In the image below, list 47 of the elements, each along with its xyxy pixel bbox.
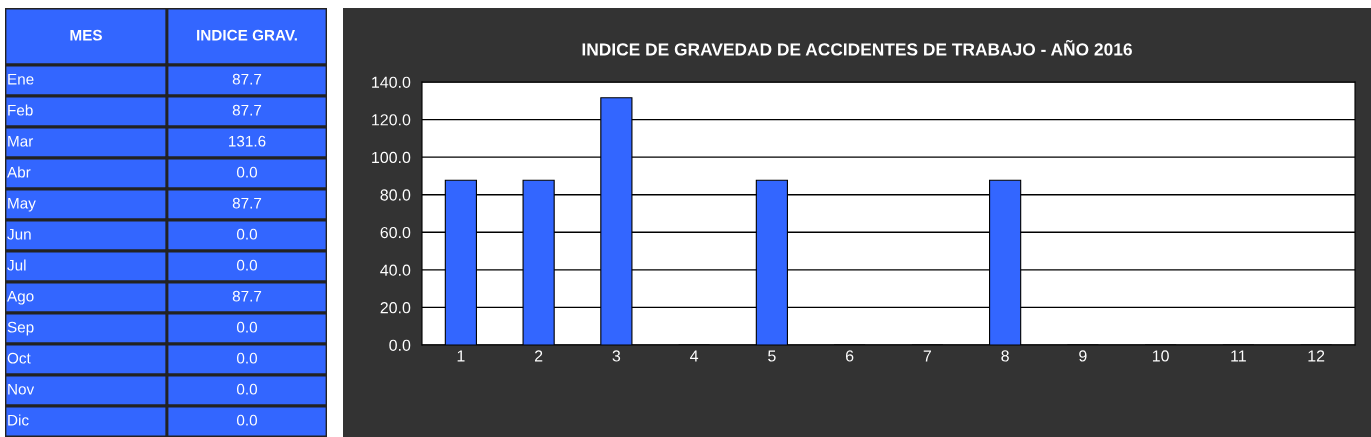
category-label: Jun [7,228,31,240]
x-tick-label: 8 [1001,350,1009,362]
data-label: 87.7 [232,197,262,209]
x-tick-label: 9 [1079,350,1087,362]
data-label: 0.0 [236,321,258,333]
y-tick-label: 100.0 [372,151,411,164]
x-tick-label: 10 [1152,350,1169,362]
chart-title: INDICE DE GRAVEDAD DE ACCIDENTES DE TRABAJO - AÑO 2016 [582,39,1132,56]
category-label: Oct [7,352,31,364]
category-label: Ago [7,290,34,305]
data-label: 0.0 [236,166,258,178]
data-label: 131.6 [229,135,266,147]
data-label: 0.0 [236,259,258,271]
data-label: 87.7 [232,73,262,85]
category-label: Abr [7,166,31,178]
data-label: 0.0 [236,414,258,426]
x-tick-label: 11 [1231,350,1246,362]
x-tick-label: 2 [534,350,543,362]
x-tick-label: 6 [846,350,854,362]
category-label: Sep [7,321,34,336]
text: INDICE GRAV. [197,29,297,41]
category-label: May [8,197,36,212]
y-tick-label: 0.0 [389,339,411,351]
x-tick-label: 7 [923,350,932,362]
y-tick-label: 120.0 [372,114,411,126]
y-tick-label: 20.0 [380,302,411,314]
x-tick-label: 5 [768,350,776,362]
data-label: 87.7 [232,290,262,302]
category-label: Nov [8,383,35,395]
data-label: 0.0 [236,228,258,240]
x-tick-label: 12 [1308,350,1325,362]
data-label: 0.0 [236,383,258,395]
category-label: Ene [8,73,34,85]
data-label: 0.0 [236,352,258,364]
x-tick-label: 4 [690,350,699,362]
y-tick-label: 140.0 [372,76,411,88]
y-tick-label: 60.0 [380,226,411,239]
category-label: Jul [7,259,26,271]
category-label: Mar [8,135,34,147]
y-tick-label: 80.0 [380,189,411,201]
y-tick-label: 40.0 [380,264,411,276]
x-tick-label: 1 [457,350,465,362]
x-tick-label: 3 [612,350,621,362]
category-label: Dic [8,414,29,426]
category-label: Feb [8,104,33,116]
data-label: 87.7 [232,104,262,116]
text: MES [70,29,102,41]
